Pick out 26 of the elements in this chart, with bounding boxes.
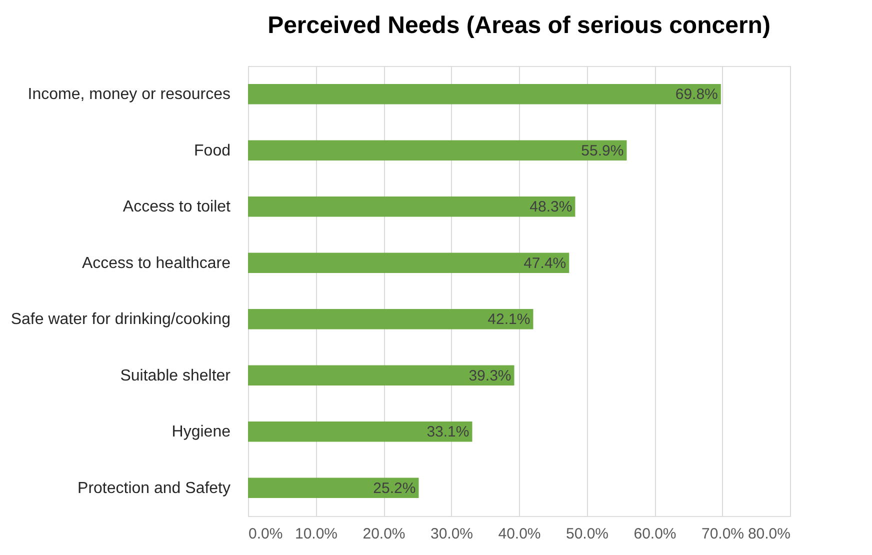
x-tick-label: 20.0%: [362, 526, 406, 542]
x-tick-label: 50.0%: [566, 526, 609, 542]
y-tick-label: Income, money or resources: [28, 86, 230, 104]
x-tick-label: 60.0%: [634, 526, 676, 542]
y-tick-label: Access to healthcare: [82, 254, 231, 272]
y-tick-label: Safe water for drinking/cooking: [10, 311, 230, 328]
x-tick-label: 0.0%: [248, 526, 283, 542]
data-label: 69.8%: [675, 86, 718, 104]
data-label: 39.3%: [468, 367, 512, 384]
x-tick-label: 80.0%: [748, 526, 790, 542]
y-tick-label: Suitable shelter: [120, 367, 232, 384]
y-tick-label: Food: [194, 142, 230, 160]
data-label: 42.1%: [488, 311, 530, 328]
data-label: 47.4%: [524, 254, 566, 272]
x-tick-label: 30.0%: [430, 526, 474, 542]
x-tick-label: 40.0%: [498, 526, 541, 542]
y-tick-label: Protection and Safety: [78, 480, 230, 497]
chart-title: Perceived Needs (Areas of serious concern): [268, 12, 770, 39]
data-label: 55.9%: [581, 142, 624, 160]
data-label: 25.2%: [373, 480, 416, 497]
data-label: 33.1%: [426, 424, 470, 441]
y-tick-label: Access to toilet: [122, 198, 232, 216]
x-tick-label: 70.0%: [701, 526, 744, 542]
data-label: 48.3%: [530, 198, 572, 216]
x-tick-label: 10.0%: [294, 526, 338, 542]
y-tick-label: Hygiene: [172, 424, 231, 441]
